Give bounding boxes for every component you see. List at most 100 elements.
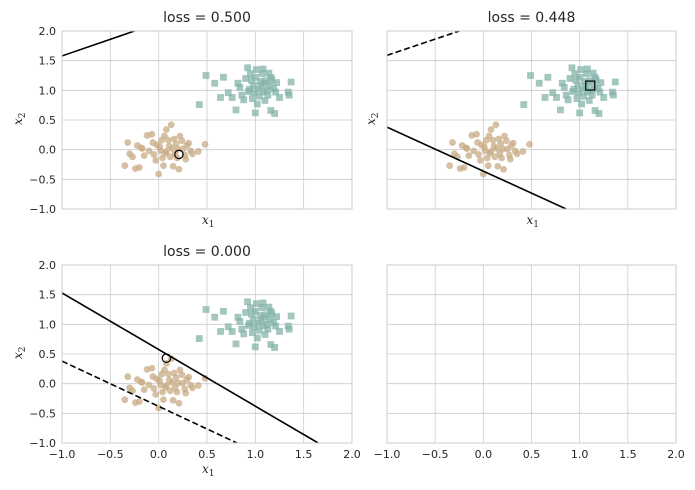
- point-class-a: [494, 162, 502, 170]
- y-axis-label: x2: [11, 112, 28, 125]
- point-class-b: [553, 94, 560, 101]
- point-class-b: [284, 88, 292, 96]
- point-class-b: [248, 76, 255, 84]
- point-class-a: [182, 155, 190, 163]
- subplot-2: loss = 0.448 x1 x2: [364, 10, 677, 230]
- point-class-a: [446, 162, 454, 170]
- point-class-a: [145, 147, 153, 155]
- point-class-b: [273, 79, 280, 87]
- axes-frame: [61, 264, 353, 444]
- point-class-b: [250, 89, 258, 97]
- x-tick-label: −1.0: [374, 448, 401, 461]
- point-class-b: [232, 340, 240, 348]
- point-class-b: [597, 79, 605, 87]
- point-class-b: [240, 96, 248, 104]
- point-class-a: [194, 382, 202, 389]
- point-class-b: [263, 320, 271, 328]
- point-class-b: [272, 322, 280, 330]
- point-class-b: [253, 100, 261, 108]
- x-tick-label: 1.5: [619, 448, 637, 461]
- point-class-b: [251, 73, 259, 81]
- point-class-b: [247, 70, 254, 78]
- point-class-b: [574, 82, 582, 89]
- point-class-b: [577, 66, 585, 73]
- x-axis-label: x1: [527, 213, 540, 230]
- point-class-b: [573, 95, 581, 103]
- points: [62, 31, 295, 178]
- point-class-b: [228, 328, 236, 335]
- point-class-b: [271, 110, 279, 117]
- point-class-a: [509, 139, 517, 147]
- point-class-b: [263, 86, 271, 94]
- point-class-b: [544, 73, 552, 81]
- point-class-a: [163, 382, 170, 389]
- point-class-a: [138, 379, 146, 386]
- subplot-1: −1.0 −0.5 0.0 0.5 1.0 1.5 2.0 loss = 0.500 x1 x2: [11, 10, 353, 230]
- point-class-b: [247, 304, 254, 312]
- point-class-b: [255, 92, 263, 100]
- point-class-a: [163, 148, 170, 155]
- point-class-b: [564, 96, 572, 104]
- point-class-a: [135, 398, 143, 405]
- subplot-title: loss = 0.500: [163, 10, 251, 26]
- point-class-a: [172, 374, 180, 382]
- decision-line: [62, 292, 319, 443]
- point-class-b: [246, 85, 253, 93]
- point-class-a: [124, 373, 132, 380]
- point-class-b: [267, 73, 275, 81]
- point-class-a: [473, 130, 480, 138]
- point-class-b: [271, 344, 279, 351]
- point-class-b: [258, 304, 266, 312]
- point-class-b: [572, 76, 580, 84]
- point-class-a: [489, 136, 497, 144]
- point-class-b: [590, 82, 598, 89]
- point-class-b: [250, 316, 257, 323]
- point-class-b: [242, 75, 250, 82]
- subplot-4: −1.0 −0.5 0.0 0.5 1.0 1.5 2.0: [374, 264, 685, 461]
- points: [62, 292, 319, 443]
- point-class-b: [541, 94, 549, 101]
- point-class-a: [160, 396, 167, 404]
- point-class-a: [138, 145, 146, 152]
- point-class-b: [578, 100, 585, 108]
- point-class-b: [560, 83, 568, 91]
- point-class-a: [470, 147, 478, 155]
- point-class-a: [145, 381, 153, 389]
- point-class-b: [256, 78, 264, 85]
- point-class-b: [195, 101, 203, 108]
- point-class-a: [189, 384, 196, 392]
- point-class-b: [259, 322, 267, 330]
- point-class-b: [250, 82, 257, 89]
- point-class-b: [240, 330, 248, 338]
- point-class-a: [493, 145, 501, 152]
- point-class-a: [159, 388, 166, 396]
- point-class-a: [155, 170, 163, 178]
- point-class-b: [611, 78, 619, 86]
- x-axis-label: x1: [202, 462, 215, 479]
- point-class-a: [497, 140, 505, 148]
- point-class-a: [150, 385, 158, 392]
- point-class-a: [498, 154, 506, 162]
- point-class-a: [149, 373, 157, 380]
- y-tick-label: −1.0: [29, 437, 56, 450]
- point-class-a: [135, 164, 143, 171]
- decision-line: [62, 31, 135, 57]
- point-class-a: [163, 126, 170, 133]
- point-class-b: [570, 85, 578, 93]
- point-class-b: [575, 89, 583, 97]
- y-axis-label: x2: [364, 112, 381, 125]
- point-class-b: [267, 307, 275, 315]
- point-class-a: [499, 145, 506, 153]
- point-class-a: [159, 154, 166, 162]
- point-class-b: [211, 79, 219, 87]
- point-class-b: [520, 101, 528, 108]
- point-class-a: [483, 154, 491, 162]
- point-class-b: [220, 307, 227, 315]
- point-class-a: [449, 139, 456, 146]
- point-class-a: [148, 364, 156, 372]
- y-tick-label: −1.0: [29, 203, 56, 216]
- point-class-b: [267, 341, 275, 348]
- point-class-a: [174, 379, 182, 387]
- highlighted-point: [585, 80, 596, 91]
- point-class-a: [169, 162, 177, 170]
